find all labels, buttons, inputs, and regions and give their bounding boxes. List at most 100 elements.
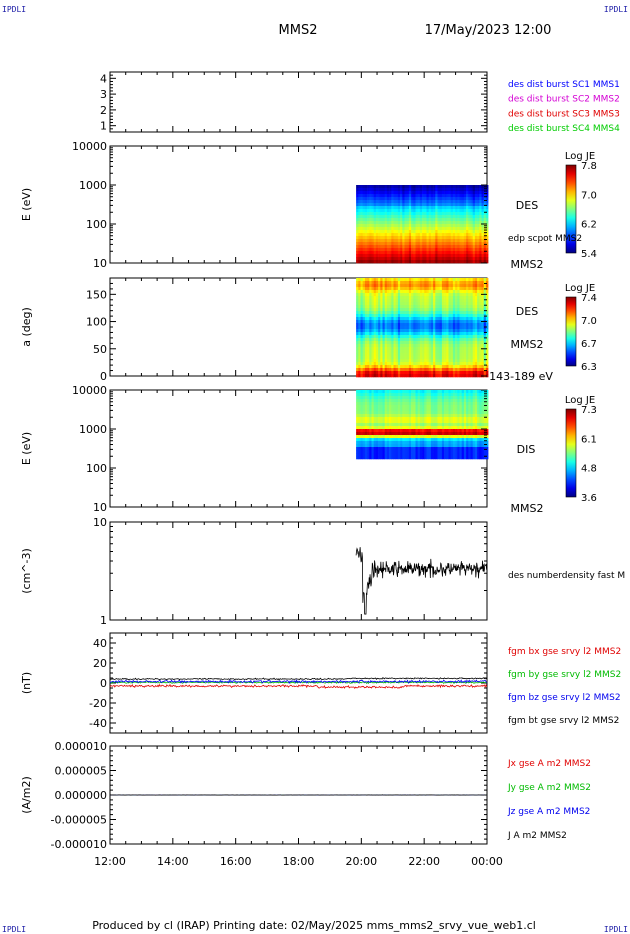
- panel-5-y-tick-label: 10: [93, 516, 107, 529]
- panel-2-colorbar: [565, 164, 577, 254]
- legend-entry-panel-7: Jy gse A m2 MMS2: [507, 783, 591, 793]
- panel-7-x-ticks: [109, 746, 488, 844]
- legend-entry-panel-6: fgm bx gse srvy l2 MMS2: [508, 647, 621, 657]
- panel-3-spectrogram: [356, 278, 489, 378]
- x-tick-label: 14:00: [157, 855, 189, 868]
- x-tick-label: 12:00: [94, 855, 126, 868]
- panel-3-colorbar-title: Log JE: [565, 283, 595, 294]
- field-series-line-1: [109, 683, 488, 689]
- figure-datetime: 17/May/2023 12:00: [425, 23, 552, 38]
- panel-4-spectrogram: [356, 390, 489, 460]
- legend-entry-panel-1: des dist burst SC4 MMS4: [508, 124, 620, 134]
- panel-7-y-tick-label: 0.000010: [55, 740, 108, 753]
- panel-1-x-ticks: [109, 72, 488, 132]
- panel-2-instrument-label: DES: [516, 199, 538, 212]
- panel-2-colorbar-tick: 6.2: [581, 220, 597, 231]
- panel-1-y-tick-label: 4: [100, 72, 107, 85]
- panel-6-y-tick-label: 20: [93, 657, 107, 670]
- panel-6-x-ticks: [109, 633, 488, 733]
- corner-tag-bottom-right: IPDLI: [604, 925, 628, 934]
- legend-entry-panel-7: Jx gse A m2 MMS2: [507, 759, 591, 769]
- panel-4-instrument-label: DIS: [517, 443, 536, 456]
- panel-3-colorbar-tick: 6.3: [581, 362, 597, 373]
- panel-1-y-tick-label: 3: [100, 88, 107, 101]
- panel-4-colorbar-tick: 7.3: [581, 405, 597, 416]
- panel-6-y-tick-label: -40: [89, 717, 107, 730]
- panel-3-y-label: a (deg): [20, 307, 33, 347]
- panel-3-instrument-label: DES: [516, 305, 538, 318]
- panel-3-colorbar: [565, 296, 577, 367]
- legend-entry-panel-1: des dist burst SC3 MMS3: [508, 109, 620, 119]
- panel-4-colorbar: [565, 408, 577, 498]
- panel-2-spectrogram: [356, 185, 489, 264]
- legend-entry-panel-7: Jz gse A m2 MMS2: [507, 807, 590, 817]
- panel-3-y-tick-label: 0: [100, 370, 107, 383]
- panel-2-colorbar-tick: 7.0: [581, 190, 597, 201]
- panel-5-x-ticks: [109, 522, 488, 620]
- panel-2-y-tick-label: 100: [86, 218, 107, 231]
- panel-6-y-tick-label: 0: [100, 677, 107, 690]
- panel-4-colorbar-tick: 4.8: [581, 464, 597, 475]
- panel-1-frame: [109, 71, 488, 133]
- field-series-line-4: [109, 677, 488, 681]
- panel-4-bottom-label: MMS2: [511, 502, 544, 515]
- legend-entry-panel-6: fgm bz gse srvy l2 MMS2: [508, 693, 621, 703]
- panel-4-x-ticks: [109, 390, 488, 507]
- panel-4-y-tick-label: 1000: [79, 423, 107, 436]
- panel-2-y-label: E (eV): [20, 188, 33, 221]
- legend-entry-panel-5: des numberdensity fast M: [508, 571, 625, 581]
- panel-1-y-tick-label: 1: [100, 120, 107, 133]
- legend-entry-panel-1: des dist burst SC1 MMS1: [508, 80, 620, 90]
- figure-title: MMS2: [279, 23, 318, 38]
- panel-2-colorbar-tick: 5.4: [581, 249, 597, 260]
- panel-3-y-tick-label: 150: [86, 288, 107, 301]
- corner-tag-top-right: IPDLI: [604, 5, 628, 14]
- density-series-line: [355, 547, 487, 615]
- legend-entry-panel-1: des dist burst SC2 MMS2: [508, 95, 620, 105]
- x-tick-label: 00:00: [471, 855, 503, 868]
- x-tick-label: 18:00: [283, 855, 315, 868]
- panel-4-y-tick-label: 100: [86, 462, 107, 475]
- panel-2-y-tick-label: 10000: [72, 140, 107, 153]
- panel-3-y-tick-label: 100: [86, 316, 107, 329]
- panel-2-y-tick-label: 1000: [79, 179, 107, 192]
- corner-tag-top-left: IPDLI: [2, 5, 26, 14]
- panel-7-y-tick-label: 0.000000: [55, 789, 108, 802]
- panel-4-colorbar-tick: 3.6: [581, 493, 597, 504]
- corner-tag-bottom-left: IPDLI: [2, 925, 26, 934]
- panel-7-y-label: (A/m2): [20, 776, 33, 814]
- x-tick-label: 16:00: [220, 855, 252, 868]
- panel-6-y-label: (nT): [20, 672, 33, 694]
- panel-2-colorbar-tick: 7.8: [581, 161, 597, 172]
- panel-4-colorbar-tick: 6.1: [581, 434, 597, 445]
- panel-4-y-tick-label: 10000: [72, 384, 107, 397]
- panel-2-colorbar-title: Log JE: [565, 151, 595, 162]
- panel-3-colorbar-tick: 7.0: [581, 316, 597, 327]
- panel-2-bottom-label: MMS2: [511, 258, 544, 271]
- panel-3-spacecraft-label: MMS2: [511, 338, 544, 351]
- panel-4-y-tick-label: 10: [93, 501, 107, 514]
- legend-entry-panel-6: fgm by gse srvy l2 MMS2: [508, 670, 621, 680]
- panel-6-y-tick-label: -20: [89, 697, 107, 710]
- legend-entry-panel-7: J A m2 MMS2: [507, 831, 567, 841]
- panel-2-extra-label: edp scpot MMS2: [508, 234, 582, 244]
- panel-3-energy-range: 143-189 eV: [489, 370, 553, 383]
- panel-7-y-tick-label: -0.000010: [51, 838, 107, 851]
- footer-text: Produced by cl (IRAP) Printing date: 02/…: [92, 919, 536, 932]
- panel-7-y-tick-label: -0.000005: [51, 814, 107, 827]
- panel-4-y-label: E (eV): [20, 432, 33, 465]
- panel-5-y-tick-label: 1: [100, 614, 107, 627]
- panel-3-colorbar-tick: 7.4: [581, 293, 597, 304]
- x-tick-label: 20:00: [345, 855, 377, 868]
- panel-7-y-tick-label: 0.000005: [55, 765, 108, 778]
- panel-4-colorbar-title: Log JE: [565, 395, 595, 406]
- legend-entry-panel-6: fgm bt gse srvy l2 MMS2: [508, 716, 619, 726]
- panel-3-colorbar-tick: 6.7: [581, 339, 597, 350]
- field-series-line-3: [109, 679, 488, 685]
- x-tick-label: 22:00: [408, 855, 440, 868]
- panel-2-y-tick-label: 10: [93, 257, 107, 270]
- panel-3-y-tick-label: 50: [93, 343, 107, 356]
- panel-1-y-tick-label: 2: [100, 104, 107, 117]
- panel-6-y-tick-label: 40: [93, 637, 107, 650]
